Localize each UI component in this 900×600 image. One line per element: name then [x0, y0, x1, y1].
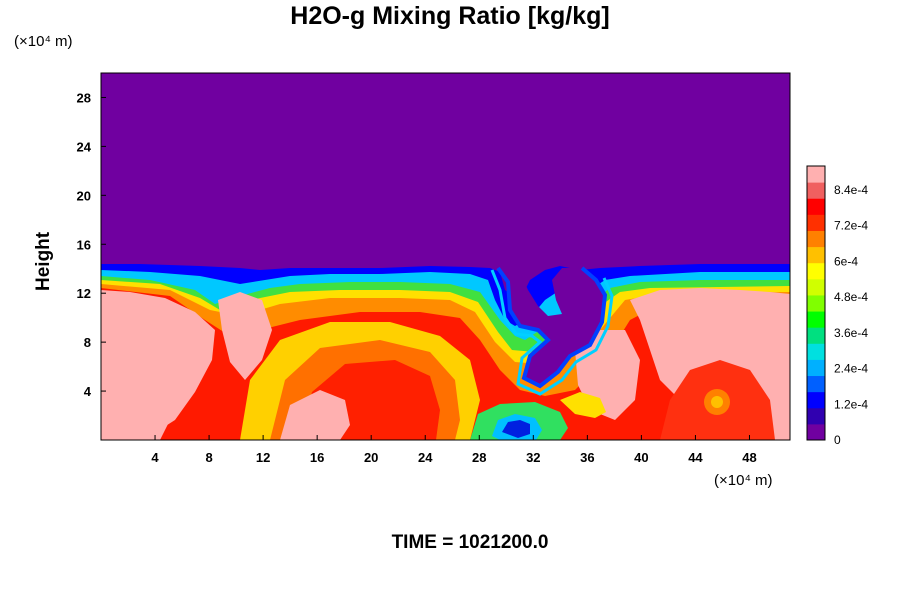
x-tick-label-4: 20: [364, 450, 378, 465]
x-ticks: 4 8 12 16 20 24 28 32 36 40 44 48: [151, 435, 757, 465]
y-tick-label-3: 16: [77, 237, 91, 252]
field-pink-left-lower: [101, 380, 170, 440]
field-intrusion-edge: [496, 266, 608, 389]
field-pink-mid: [218, 292, 272, 380]
x-tick-label-9: 40: [634, 450, 648, 465]
colorbar: 0 1.2e-4 2.4e-4 3.6e-4 4.8e-4 6e-4 7.2e-4 8.4e-…: [806, 165, 868, 447]
x-tick-label-5: 24: [418, 450, 433, 465]
mixing-ratio-field: [101, 264, 790, 440]
y-tick-label-4: 20: [77, 188, 91, 203]
colorbar-frame: [806, 165, 826, 441]
colorbar-segment-6: [807, 327, 825, 344]
x-tick-label-11: 48: [742, 450, 756, 465]
colorbar-segment-10: [807, 262, 825, 280]
field-intrusion-edge-cyan: [490, 269, 614, 396]
y-tick-label-0: 4: [84, 384, 92, 399]
chart-title: H2O-g Mixing Ratio [kg/kg]: [290, 2, 610, 30]
colorbar-segment-15: [807, 182, 825, 199]
field-dry-intrusion: [498, 266, 605, 386]
colorbar-segment-12: [807, 230, 825, 248]
colorbar-tick-label-4: 4.8e-4: [834, 290, 868, 304]
y-tick-label-2: 12: [77, 286, 91, 301]
colorbar-tick-label-2: 2.4e-4: [834, 362, 868, 376]
time-label: TIME = 1021200.0: [391, 532, 549, 553]
colorbar-segment-14: [807, 198, 825, 215]
colorbar-segment-13: [807, 214, 825, 231]
x-tick-label-1: 8: [205, 450, 212, 465]
field-right-yellow-pocket: [560, 392, 606, 418]
field-right-yellow-core: [711, 396, 723, 408]
y-ticks: 4 8 12 16 20 24 28: [77, 90, 106, 399]
colorbar-tick-label-5: 6e-4: [834, 254, 858, 268]
y-tick-label-6: 28: [77, 90, 91, 105]
colorbar-segment-0: [807, 423, 825, 441]
colorbar-tick-label-0: 0: [834, 433, 841, 447]
colorbar-segment-5: [807, 343, 825, 360]
x-tick-label-10: 44: [688, 450, 703, 465]
plot-frame: [100, 72, 791, 441]
colorbar-tick-label-3: 3.6e-4: [834, 326, 868, 340]
colorbar-tick-label-1: 1.2e-4: [834, 397, 868, 411]
field-pink-mid-lower: [280, 390, 350, 440]
colorbar-tick-label-6: 7.2e-4: [834, 219, 868, 233]
colorbar-segment-11: [807, 246, 825, 264]
colorbar-segment-8: [807, 294, 825, 312]
colorbar-segment-4: [807, 359, 825, 377]
colorbar-segment-16: [807, 166, 825, 183]
colorbar-segment-9: [807, 278, 825, 296]
colorbar-segment-3: [807, 375, 825, 393]
colorbar-segment-2: [807, 391, 825, 409]
y-tick-label-1: 8: [84, 335, 91, 350]
plot-area: [101, 73, 790, 440]
field-lower-blue-pool: [502, 420, 530, 438]
x-tick-label-3: 16: [310, 450, 324, 465]
colorbar-segment-1: [807, 407, 825, 425]
x-tick-label-0: 4: [151, 450, 159, 465]
x-tick-label-2: 12: [256, 450, 270, 465]
colorbar-tick-label-7: 8.4e-4: [834, 183, 868, 197]
x-tick-label-6: 28: [472, 450, 486, 465]
x-tick-label-7: 32: [526, 450, 540, 465]
colorbar-segment-7: [807, 311, 825, 328]
y-axis-unit: (×10⁴ m): [14, 33, 73, 50]
x-axis-unit: (×10⁴ m): [714, 472, 773, 489]
y-tick-label-5: 24: [77, 139, 92, 154]
x-tick-label-8: 36: [580, 450, 594, 465]
